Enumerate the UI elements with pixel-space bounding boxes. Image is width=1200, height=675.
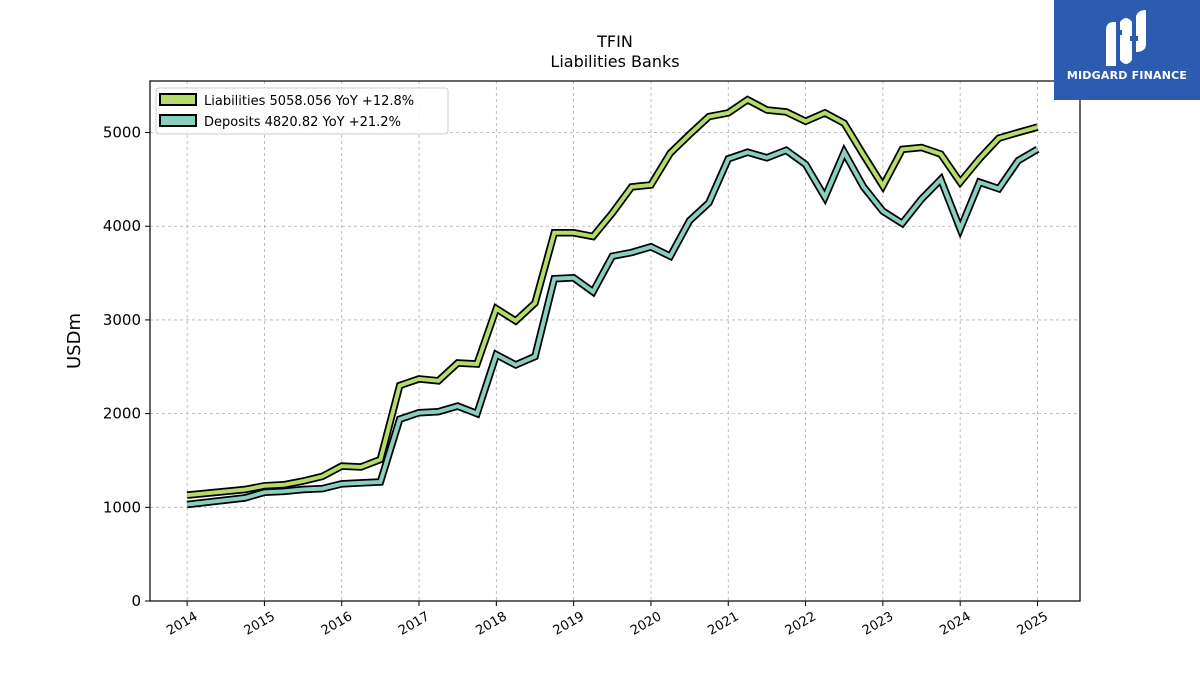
series-outline-liabilities xyxy=(186,95,1039,499)
chart-title: TFIN xyxy=(596,32,633,51)
y-tick-label: 5000 xyxy=(103,124,141,142)
legend-swatch-deposits xyxy=(159,114,197,127)
x-tick-label: 2015 xyxy=(242,609,278,639)
legend-swatch-liabilities xyxy=(159,93,197,106)
series-line-liabilities xyxy=(186,97,1039,498)
x-tick-label: 2018 xyxy=(474,609,510,639)
x-tick-label: 2019 xyxy=(551,609,587,639)
y-axis-label: USDm xyxy=(64,313,85,369)
series-outline-deposits xyxy=(186,143,1040,509)
legend: Liabilities 5058.056 YoY +12.8% Deposits… xyxy=(155,87,449,135)
x-tick-label: 2021 xyxy=(705,609,741,639)
brand-logo: MIDGARD FINANCE xyxy=(1054,0,1200,100)
y-tick-label: 4000 xyxy=(103,217,141,235)
y-tick-label: 2000 xyxy=(103,405,141,423)
x-tick-label: 2022 xyxy=(783,609,819,639)
midgard-logo-icon xyxy=(1106,10,1146,66)
y-tick-label: 0 xyxy=(131,592,141,610)
legend-frame xyxy=(155,87,449,135)
brand-name: MIDGARD FINANCE xyxy=(1066,69,1188,82)
x-tick-label: 2020 xyxy=(628,609,664,639)
x-tick-label: 2016 xyxy=(319,609,355,639)
legend-label-deposits: Deposits 4820.82 YoY +21.2% xyxy=(204,115,401,130)
y-tick-label: 1000 xyxy=(103,498,141,516)
x-tick-label: 2025 xyxy=(1015,609,1051,639)
y-axis: 0 1000 2000 3000 4000 5000 xyxy=(103,124,150,610)
x-tick-label: 2024 xyxy=(937,609,973,639)
series-group xyxy=(186,95,1040,509)
chart-subtitle: Liabilities Banks xyxy=(550,52,679,71)
x-tick-label: 2014 xyxy=(164,609,200,639)
y-tick-label: 3000 xyxy=(103,311,141,329)
x-tick-label: 2017 xyxy=(396,609,432,639)
x-tick-label: 2023 xyxy=(860,609,896,639)
series-line-deposits xyxy=(186,147,1039,507)
legend-label-liabilities: Liabilities 5058.056 YoY +12.8% xyxy=(204,94,414,109)
plot-frame xyxy=(149,80,1081,602)
x-axis: 2014 2015 2016 2017 2018 2019 2020 2021 2022 2023… xyxy=(164,601,1051,639)
